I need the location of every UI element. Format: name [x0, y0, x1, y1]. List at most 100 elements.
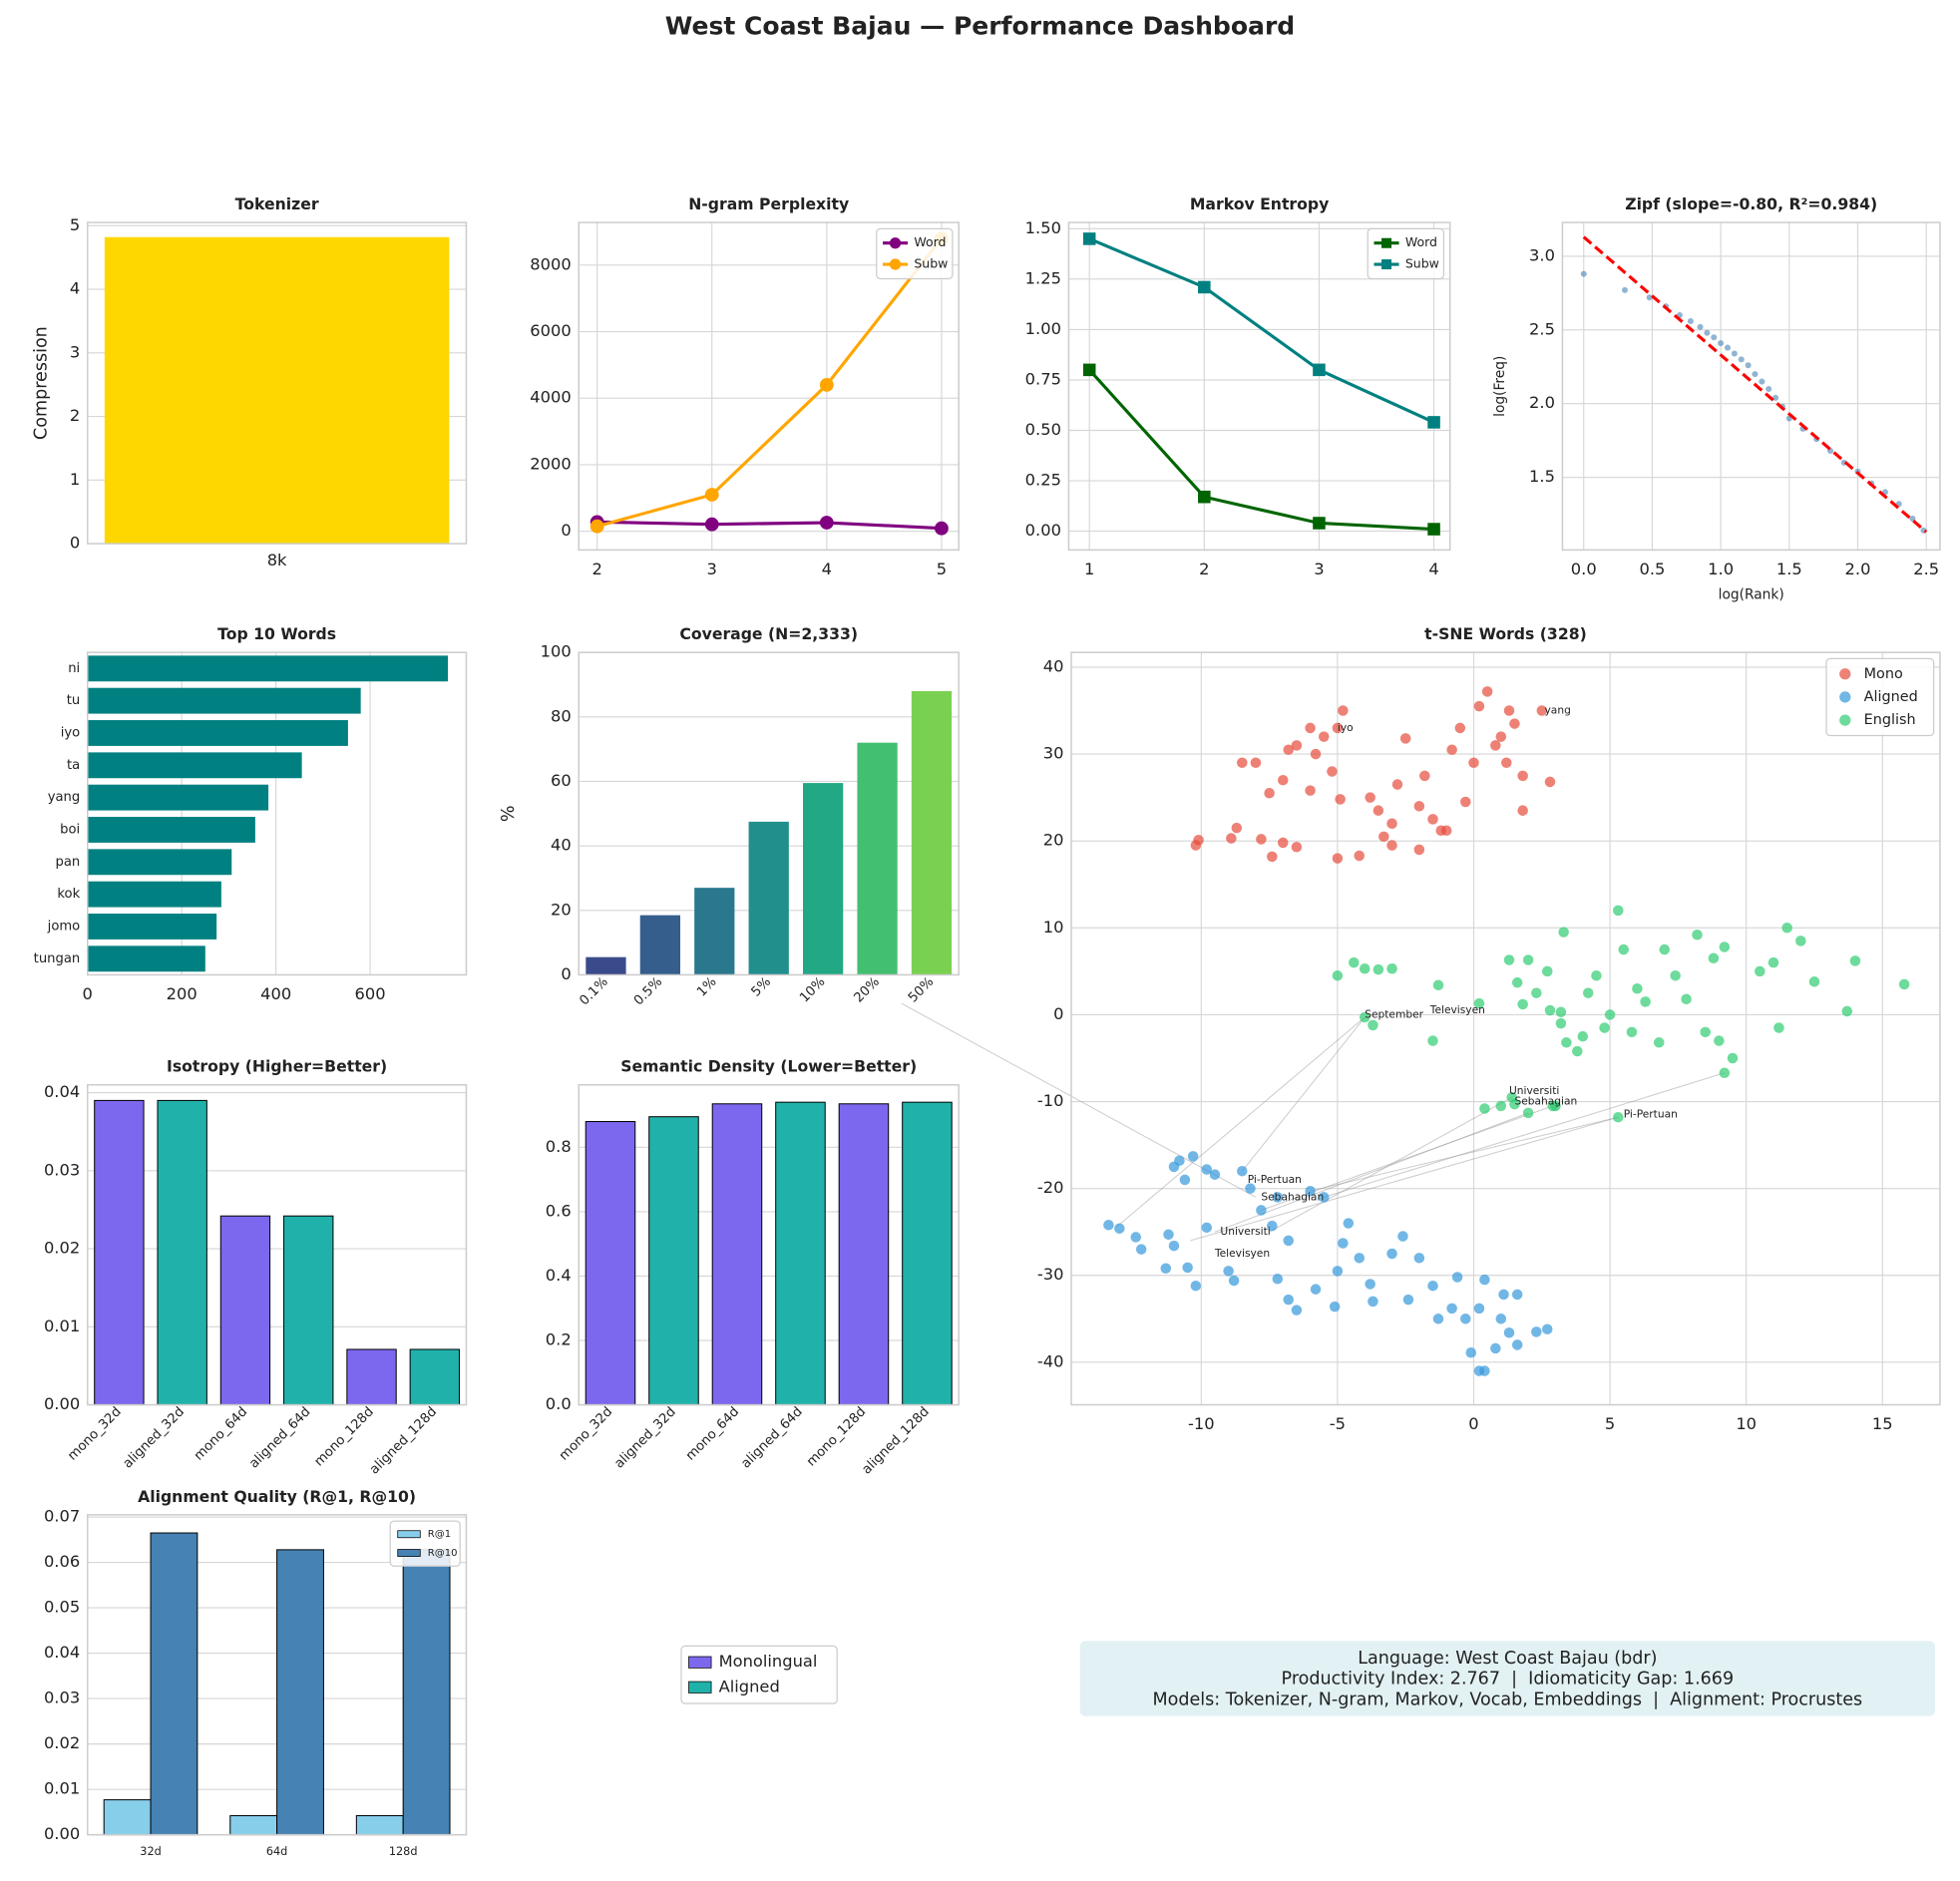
point — [1174, 1155, 1185, 1167]
point — [1231, 822, 1243, 834]
chart-title: Coverage (N=2,333) — [679, 624, 858, 643]
chart-title: Top 10 Words — [217, 624, 336, 643]
point — [1731, 350, 1738, 357]
point-annotation: Pi-Pertuan — [1248, 1173, 1302, 1186]
point — [1397, 1231, 1408, 1242]
point — [1256, 834, 1267, 845]
bar — [346, 1348, 397, 1406]
point — [1305, 785, 1316, 796]
point — [1256, 1205, 1267, 1216]
y-tick-label: yang — [48, 790, 81, 805]
legend-swatch — [1839, 668, 1851, 680]
y-tick-label: iyo — [61, 725, 80, 740]
x-tick-label: 1 — [1084, 560, 1094, 578]
point — [1460, 796, 1471, 808]
point — [1465, 1347, 1477, 1358]
point — [1773, 1022, 1784, 1033]
point — [1327, 766, 1338, 777]
point — [1653, 1037, 1665, 1048]
point — [1613, 905, 1624, 917]
point — [1473, 1303, 1485, 1315]
y-tick-label: 2.0 — [1529, 393, 1555, 412]
y-tick-label: 1.50 — [1025, 218, 1061, 237]
x-tick-label: 2 — [1199, 560, 1209, 578]
legend-swatch — [688, 1681, 712, 1693]
bar — [355, 1815, 404, 1836]
point — [1168, 1240, 1180, 1252]
point — [1781, 923, 1792, 934]
marker — [1427, 416, 1440, 429]
point — [1332, 969, 1344, 981]
y-tick-label: 0.25 — [1025, 471, 1061, 490]
point — [1223, 1266, 1234, 1277]
y-tick-label: 4 — [70, 279, 80, 298]
y-tick-label: pan — [55, 855, 80, 870]
legend-label: R@1 — [428, 1529, 451, 1540]
point — [1291, 740, 1303, 751]
marker — [1082, 363, 1096, 377]
point — [1745, 362, 1752, 369]
point — [1795, 936, 1806, 946]
point — [1187, 1151, 1199, 1162]
legend-swatch — [397, 1530, 421, 1539]
point — [1228, 1275, 1240, 1287]
point — [1310, 1284, 1322, 1295]
y-tick-label: ni — [68, 661, 80, 676]
axes-frame — [1070, 651, 1941, 1406]
point — [1413, 801, 1425, 812]
chart-title: Zipf (slope=-0.80, R²=0.984) — [1625, 194, 1877, 213]
point-annotation: Universiti — [1509, 1084, 1559, 1097]
y-tick-label: 0.01 — [44, 1317, 80, 1335]
link-line — [1214, 1112, 1529, 1233]
legend-swatch — [889, 237, 902, 249]
y-tick-label: 2 — [70, 406, 80, 425]
point — [1509, 718, 1520, 729]
marker — [1313, 363, 1326, 377]
point — [1759, 378, 1765, 385]
point — [1849, 955, 1861, 966]
point — [1719, 1067, 1731, 1079]
x-tick-label: -10 — [1188, 1414, 1215, 1433]
marker — [704, 488, 719, 502]
legend-swatch — [1839, 714, 1851, 726]
point — [1454, 722, 1466, 734]
link-line — [1241, 1016, 1366, 1172]
point — [1335, 794, 1346, 805]
y-tick-label: tungan — [34, 951, 81, 966]
point — [1692, 930, 1703, 940]
point — [1402, 1294, 1414, 1306]
series-line — [596, 237, 944, 529]
point — [1354, 850, 1366, 862]
point — [1338, 705, 1349, 716]
point — [1719, 941, 1731, 952]
point — [1193, 835, 1204, 846]
point — [1547, 1100, 1558, 1112]
chart-title: t-SNE Words (328) — [1424, 624, 1587, 643]
point — [1386, 962, 1397, 974]
point — [1160, 1263, 1172, 1275]
bar — [902, 1101, 953, 1406]
point — [1531, 987, 1542, 998]
series-line — [1088, 368, 1434, 532]
point — [1359, 1011, 1371, 1023]
point — [1536, 705, 1548, 716]
x-tick-label: 8k — [267, 551, 287, 569]
point — [1209, 1169, 1221, 1180]
point — [1503, 1326, 1515, 1338]
y-tick-label: 0 — [561, 964, 571, 983]
point — [1343, 1218, 1355, 1229]
y-tick-label: 0.06 — [44, 1552, 80, 1571]
point — [1190, 1280, 1202, 1292]
point — [1572, 1045, 1583, 1057]
x-tick-label: 1.0 — [1708, 560, 1734, 578]
point — [1237, 1165, 1248, 1177]
bar — [857, 742, 898, 975]
point-annotation: Sebahagian — [1261, 1190, 1324, 1203]
y-tick-label: 0.50 — [1025, 420, 1061, 439]
bar — [103, 1799, 152, 1836]
x-tick-label: 200 — [167, 984, 197, 1003]
y-tick-label: boi — [60, 822, 80, 837]
point — [1413, 1253, 1425, 1264]
point — [1368, 1296, 1378, 1308]
y-tick-label: 30 — [1043, 744, 1064, 763]
